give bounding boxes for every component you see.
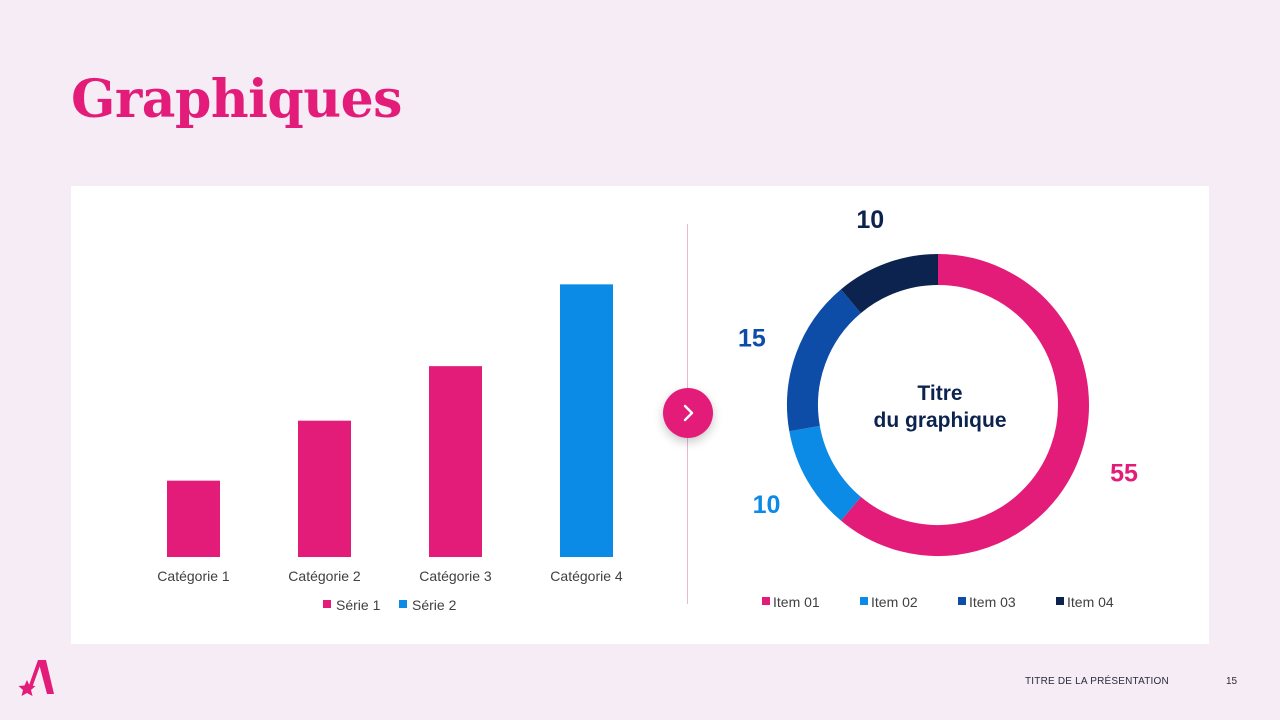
- legend-label: Série 2: [412, 597, 457, 613]
- donut-value-label: 55: [1110, 460, 1138, 488]
- page-number: 15: [1226, 676, 1238, 687]
- legend-swatch-item-02: [860, 597, 868, 605]
- legend-label: Item 03: [969, 594, 1016, 610]
- legend-swatch-serie-2: [399, 600, 407, 608]
- donut-slice-item-02: [789, 425, 862, 521]
- donut-slice-item-03: [787, 289, 862, 432]
- donut-value-label: 10: [753, 491, 781, 519]
- donut-title: Titre: [917, 382, 962, 405]
- legend-label: Item 02: [871, 594, 918, 610]
- charts-canvas: Catégorie 1 Catégorie 2 Catégorie 3 Catégor…: [157, 206, 1138, 613]
- bar-chart: Catégorie 1 Catégorie 2 Catégorie 3 Catégor…: [157, 284, 623, 613]
- x-tick-label: Catégorie 3: [419, 568, 492, 584]
- legend-swatch-item-03: [958, 597, 966, 605]
- legend-label: Série 1: [336, 597, 381, 613]
- bar-categorie-3-serie-1: [429, 366, 482, 557]
- chevron-right-icon: [683, 404, 694, 422]
- next-button[interactable]: [663, 388, 713, 438]
- donut-value-label: 10: [856, 206, 884, 234]
- bar-categorie-4-serie-2: [560, 284, 613, 557]
- slide-title: Graphiques: [71, 69, 402, 130]
- donut-title: du graphique: [874, 409, 1007, 432]
- x-tick-label: Catégorie 4: [550, 568, 623, 584]
- brand-logo-icon: [18, 660, 54, 696]
- legend-label: Item 01: [773, 594, 820, 610]
- donut-slice-item-04: [840, 254, 939, 314]
- chart-panel: Catégorie 1 Catégorie 2 Catégorie 3 Catégor…: [71, 186, 1209, 644]
- footer-presentation-title: TITRE DE LA PRÉSENTATION: [1025, 676, 1169, 687]
- x-tick-label: Catégorie 2: [288, 568, 361, 584]
- legend-swatch-item-04: [1056, 597, 1064, 605]
- donut-chart: 55 10 15 10 Titre du graphique Item 01 Item 02 I…: [738, 206, 1138, 610]
- bar-categorie-1-serie-1: [167, 480, 220, 557]
- legend-swatch-item-01: [762, 597, 770, 605]
- donut-value-label: 15: [738, 324, 766, 352]
- legend-swatch-serie-1: [323, 600, 331, 608]
- x-tick-label: Catégorie 1: [157, 568, 230, 584]
- bar-categorie-2-serie-1: [298, 420, 351, 557]
- donut-slice-item-01: [840, 254, 1089, 556]
- legend-label: Item 04: [1067, 594, 1114, 610]
